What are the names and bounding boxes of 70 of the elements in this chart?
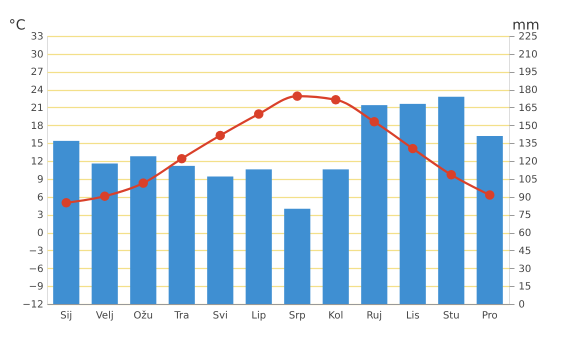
y-tick-label: 33 [30,32,44,42]
point [446,170,456,180]
y2-tick-label: 225 [518,32,538,42]
y-tick-label: 15 [30,138,44,150]
y-tick-label: 24 [30,85,44,96]
y-tick-label: 18 [30,120,44,132]
x-tick-label: Srp [288,310,306,322]
y-tick-label: −3 [28,246,44,257]
y2-tick-label: 105 [518,174,538,186]
y-tick-label: 0 [37,228,44,240]
point [292,91,302,101]
x-tick-label: Lip [251,310,266,322]
y2-tick-label: 195 [518,67,538,78]
bar [284,208,310,304]
x-tick-label: Ruj [366,310,382,322]
point [370,117,379,126]
y2-tick-label: 210 [518,49,538,60]
y2-tick-label: 180 [518,85,538,96]
bar [400,104,426,304]
bar [476,136,503,304]
y-tick-label: 12 [30,156,44,168]
y2-tick-label: 120 [518,156,538,168]
bar [246,169,272,304]
bar [322,169,349,304]
y-tick-label: 9 [37,174,44,186]
x-tick-label: Stu [442,310,460,322]
point [138,178,148,188]
y2-tick-label: 45 [518,246,532,257]
bar [361,105,388,304]
bar [168,166,195,304]
point [331,94,340,104]
bar [130,156,156,304]
x-tick-label: Tra [173,310,190,322]
y-tick-label: −12 [22,300,44,310]
x-tick-label: Pro [482,310,498,322]
y2-tick-label: 30 [518,264,532,275]
y-tick-label: 6 [37,192,44,204]
x-tick-label: Svi [212,310,228,322]
point [254,109,264,119]
point [408,144,418,154]
y-tick-label: 3 [37,210,44,222]
y2-tick-label: 90 [518,192,532,204]
y2-tick-label: 15 [518,282,532,293]
x-tick-label: Lis [406,310,420,322]
bar [53,140,80,304]
y2-tick-label: 0 [518,300,525,310]
y-tick-label: 27 [30,67,44,78]
bar [438,96,464,304]
y-tick-label: −6 [28,264,44,275]
y2-tick-label: 165 [518,102,538,114]
y-axis-title: °C [8,18,26,34]
point [216,130,225,140]
bar [92,163,118,304]
x-tick-label: Sij [60,310,72,322]
x-tick-label: Velj [96,310,114,322]
bar [207,176,234,304]
point [100,191,110,201]
y-tick-label: −9 [28,282,44,293]
point [62,198,71,208]
y-tick-label: 21 [30,102,44,114]
point [485,190,494,200]
x-tick-label: Ožu [134,310,153,322]
y2-axis-title: mm [512,18,540,34]
y2-tick-label: 150 [518,120,538,132]
y2-tick-label: 75 [518,210,532,222]
y2-tick-label: 60 [518,228,532,240]
y-tick-label: 30 [30,49,44,60]
x-tick-label: Kol [328,310,344,322]
y2-tick-label: 135 [518,138,538,150]
point [177,154,186,164]
